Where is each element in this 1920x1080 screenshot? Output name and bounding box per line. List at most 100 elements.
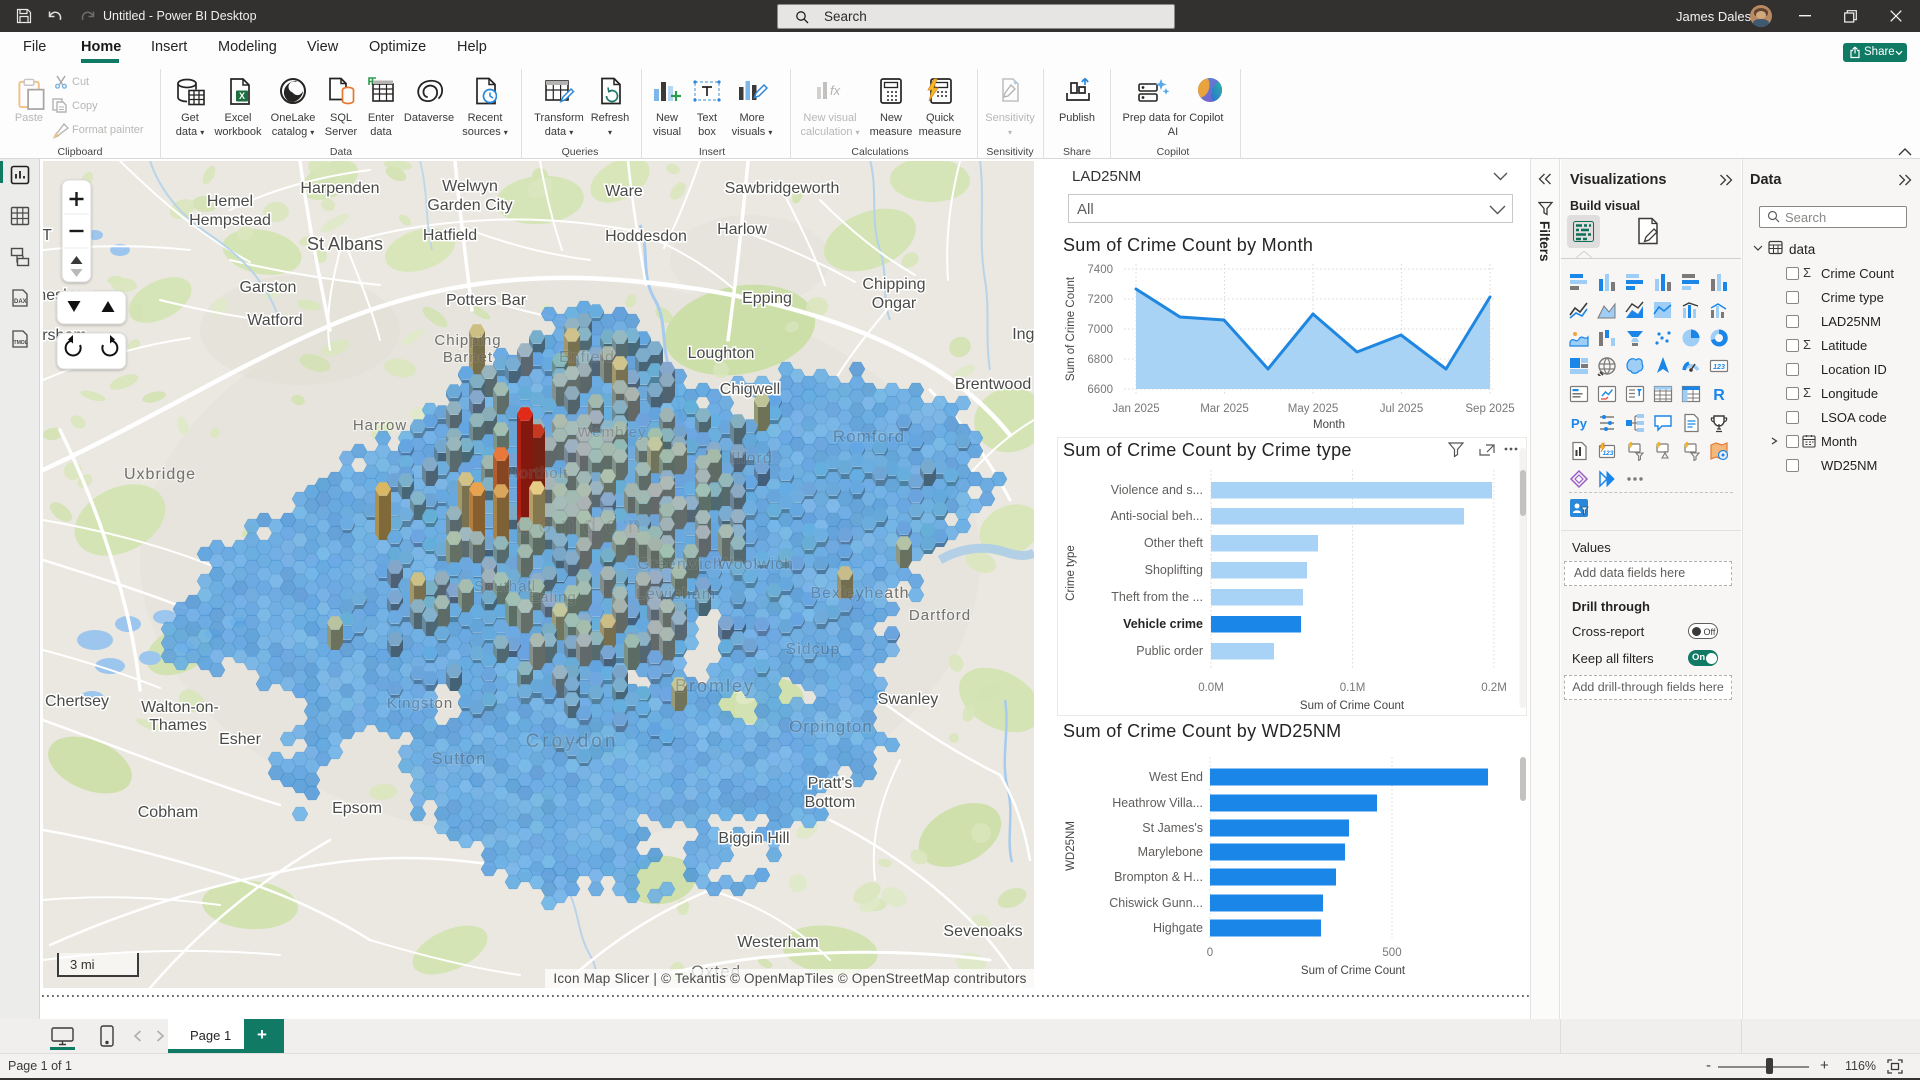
svg-text:Harrow: Harrow [353, 417, 407, 434]
svg-text:Ware: Ware [605, 183, 643, 200]
svg-text:Pratt's: Pratt's [808, 775, 853, 792]
svg-text:Heathrow Villa...: Heathrow Villa... [1112, 796, 1203, 810]
svg-text:Enfield: Enfield [559, 349, 615, 366]
svg-text:3 mi: 3 mi [70, 957, 95, 972]
svg-text:Biggin Hill: Biggin Hill [718, 830, 789, 847]
svg-text:Hoddesdon: Hoddesdon [605, 228, 687, 245]
svg-text:May 2025: May 2025 [1288, 403, 1339, 415]
svg-text:6600: 6600 [1087, 384, 1113, 396]
svg-text:St James's: St James's [1142, 821, 1203, 835]
svg-text:Croydon: Croydon [526, 731, 619, 752]
svg-text:Ingat: Ingat [1012, 326, 1034, 343]
svg-text:LAD25NM: LAD25NM [1072, 168, 1141, 185]
svg-text:Violence and s...: Violence and s... [1111, 483, 1203, 497]
svg-text:Lewisham: Lewisham [636, 586, 716, 603]
svg-text:T: T [43, 227, 52, 244]
svg-text:Sum of Crime Count by Crime ty: Sum of Crime Count by Crime type [1063, 440, 1352, 460]
svg-text:Epping: Epping [742, 290, 792, 307]
svg-text:7000: 7000 [1087, 324, 1113, 336]
svg-text:Hempstead: Hempstead [189, 212, 271, 229]
svg-text:Northolt: Northolt [508, 465, 569, 482]
svg-text:Harlow: Harlow [717, 221, 767, 238]
svg-text:Sum of Crime Count by Month: Sum of Crime Count by Month [1063, 235, 1313, 255]
svg-text:Loughton: Loughton [688, 345, 755, 362]
svg-text:Sawbridgeworth: Sawbridgeworth [725, 180, 840, 197]
svg-text:Harpenden: Harpenden [300, 180, 379, 197]
svg-text:Kingston: Kingston [387, 695, 453, 712]
svg-text:Sidcup: Sidcup [786, 641, 841, 658]
svg-text:Sum of Crime Count: Sum of Crime Count [1065, 276, 1077, 381]
svg-text:Sum of Crime Count by WD25NM: Sum of Crime Count by WD25NM [1063, 721, 1341, 741]
svg-text:Crime type: Crime type [1065, 545, 1077, 601]
svg-text:Ealing: Ealing [529, 589, 577, 606]
svg-text:500: 500 [1382, 947, 1401, 959]
svg-text:Ongar: Ongar [872, 295, 917, 312]
svg-text:Welwyn: Welwyn [442, 178, 498, 195]
svg-text:Sevenoaks: Sevenoaks [943, 923, 1022, 940]
svg-text:Jan 2025: Jan 2025 [1112, 403, 1159, 415]
svg-text:TMDL: TMDL [14, 340, 29, 346]
svg-text:Shoplifting: Shoplifting [1145, 563, 1203, 577]
svg-text:Bottom: Bottom [805, 794, 856, 811]
svg-text:0: 0 [1207, 947, 1213, 959]
svg-text:Uxbridge: Uxbridge [124, 466, 196, 483]
svg-text:Cobham: Cobham [138, 804, 198, 821]
svg-text:Jul 2025: Jul 2025 [1380, 403, 1423, 415]
svg-text:Southall: Southall [474, 578, 536, 595]
svg-text:0.2M: 0.2M [1481, 682, 1507, 694]
svg-text:Hemel: Hemel [207, 193, 253, 210]
svg-text:London: London [516, 512, 650, 539]
svg-text:DAX: DAX [14, 299, 27, 305]
svg-text:Py: Py [1571, 416, 1588, 431]
svg-text:Sutton: Sutton [431, 749, 486, 768]
svg-text:Brompton & H...: Brompton & H... [1114, 870, 1203, 884]
svg-text:Epsom: Epsom [332, 800, 382, 817]
svg-text:Uxbridge: Uxbridge [124, 466, 196, 483]
svg-text:Sum of Crime Count: Sum of Crime Count [1301, 965, 1406, 977]
svg-text:Watford: Watford [247, 312, 302, 329]
svg-text:0.1M: 0.1M [1340, 682, 1366, 694]
svg-text:123: 123 [1713, 364, 1725, 371]
svg-text:Greenwich: Greenwich [637, 556, 722, 573]
svg-text:Bromley: Bromley [675, 676, 755, 696]
svg-text:Chiswick Gunn...: Chiswick Gunn... [1109, 896, 1203, 910]
svg-text:Dartford: Dartford [909, 607, 971, 624]
svg-text:Dartford: Dartford [909, 607, 971, 624]
svg-text:WD25NM: WD25NM [1065, 821, 1077, 871]
svg-text:Sep 2025: Sep 2025 [1465, 403, 1514, 415]
svg-text:Wembley: Wembley [577, 424, 646, 441]
svg-text:Garston: Garston [240, 279, 297, 296]
svg-text:Vehicle crime: Vehicle crime [1123, 617, 1203, 631]
svg-text:West End: West End [1149, 770, 1203, 784]
svg-text:Thames: Thames [149, 717, 207, 734]
svg-text:Walton-on-: Walton-on- [141, 699, 219, 716]
svg-text:Brentwood: Brentwood [955, 376, 1032, 393]
svg-text:Marylebone: Marylebone [1138, 845, 1203, 859]
svg-text:Ilford: Ilford [731, 450, 773, 467]
svg-text:Other theft: Other theft [1144, 536, 1204, 550]
svg-text:Chigwell: Chigwell [720, 381, 780, 398]
svg-text:Bexleyheath: Bexleyheath [810, 585, 909, 602]
svg-text:Harrow: Harrow [353, 417, 407, 434]
svg-text:Anti-social beh...: Anti-social beh... [1111, 509, 1203, 523]
svg-text:Chertsey: Chertsey [45, 693, 109, 710]
svg-text:Icon Map Slicer | © Tekantis ©: Icon Map Slicer | © Tekantis © OpenMapTi… [553, 971, 1026, 986]
svg-text:All: All [1077, 201, 1094, 218]
svg-text:Potters Bar: Potters Bar [446, 292, 527, 309]
svg-text:Hatfield: Hatfield [423, 227, 477, 244]
svg-text:Highgate: Highgate [1153, 921, 1203, 935]
svg-text:R: R [1713, 387, 1725, 404]
svg-text:Chipping: Chipping [434, 332, 501, 349]
svg-text:7400: 7400 [1087, 264, 1113, 276]
svg-text:Chipping: Chipping [862, 276, 925, 293]
svg-text:Westerham: Westerham [737, 934, 819, 951]
svg-text:Mar 2025: Mar 2025 [1200, 403, 1249, 415]
svg-text:Sum of Crime Count: Sum of Crime Count [1300, 700, 1405, 712]
svg-text:7200: 7200 [1087, 294, 1113, 306]
svg-text:Public order: Public order [1136, 644, 1203, 658]
svg-text:123: 123 [1603, 450, 1614, 457]
svg-text:Theft from the ...: Theft from the ... [1111, 590, 1203, 604]
svg-text:fx: fx [830, 83, 841, 98]
svg-text:X: X [239, 91, 245, 101]
svg-text:Woolwich: Woolwich [718, 556, 794, 573]
